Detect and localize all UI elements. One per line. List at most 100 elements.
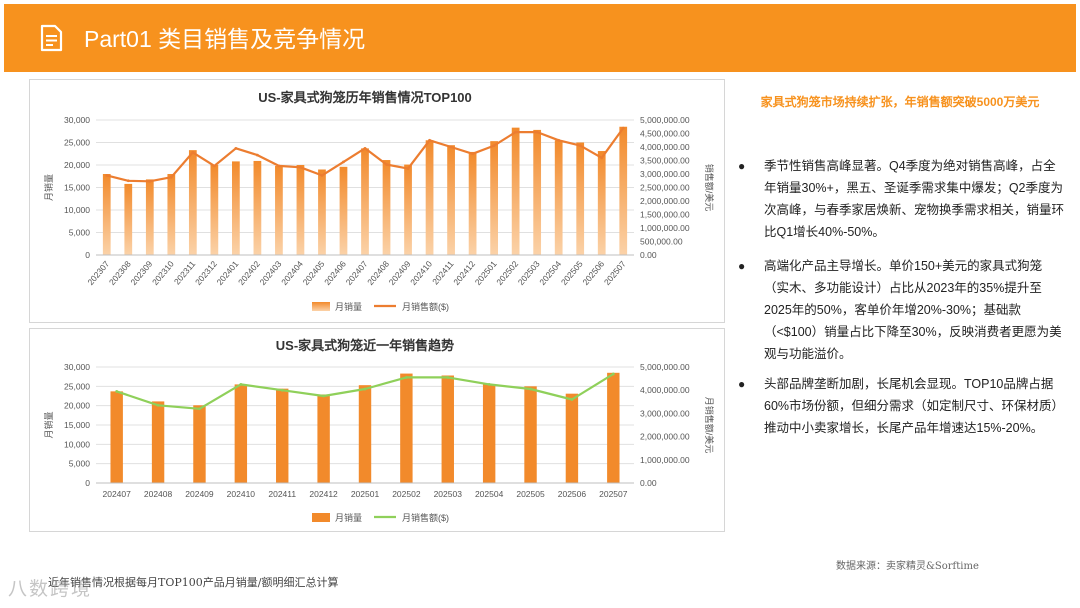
bar	[102, 174, 111, 255]
x-tick-label: 202309	[128, 259, 154, 287]
line-point	[449, 145, 453, 149]
bar	[124, 183, 133, 255]
line-point	[126, 179, 130, 183]
y-right-tick-label: 500,000.00	[640, 237, 683, 247]
bar	[533, 129, 542, 255]
chart-recent: US-家具式狗笼近一年销售趋势 0 5,000 10,000 15,000 20,000 2…	[43, 338, 715, 523]
x-tick-label: 202310	[150, 259, 176, 287]
x-tick-label: 202407	[103, 489, 132, 499]
bar	[210, 165, 219, 255]
line-point	[446, 376, 450, 379]
bar	[511, 127, 520, 255]
bullet-dot-icon: ●	[738, 159, 746, 173]
bar	[151, 401, 165, 483]
legend-bar-swatch	[312, 302, 330, 311]
y-left-tick-label: 20,000	[64, 160, 90, 170]
x-tick-label: 202307	[85, 259, 111, 287]
x-tick-label: 202409	[185, 489, 214, 499]
line-point	[406, 167, 410, 170]
x-tick-label: 202405	[301, 259, 327, 287]
x-tick-label: 202504	[537, 259, 563, 287]
bar	[188, 150, 197, 255]
legend-bar-swatch	[312, 513, 330, 522]
y-left-tick-label: 5,000	[69, 228, 91, 238]
bar	[576, 142, 585, 255]
y-left-tick-label: 0	[85, 250, 90, 260]
y-left-tick-label: 5,000	[69, 459, 91, 469]
line-point	[428, 138, 431, 142]
line-point	[169, 175, 173, 179]
legend-label: 月销量	[335, 512, 362, 523]
x-tick-label: 202409	[387, 259, 413, 287]
line-point	[514, 130, 518, 134]
y-right-tick-label: 2,000,000.00	[640, 196, 690, 206]
y-right-axis-label: 月销售额/美元	[704, 397, 715, 454]
x-tick-label: 202410	[408, 259, 434, 287]
bar	[554, 140, 563, 255]
bar	[447, 145, 455, 255]
y-left-tick-label: 20,000	[64, 401, 90, 411]
bar	[339, 166, 348, 255]
bar	[193, 405, 206, 483]
line-point	[198, 407, 201, 411]
y-right-tick-label: 4,500,000.00	[640, 129, 690, 139]
line-point	[557, 138, 561, 142]
x-tick-label: 202506	[580, 259, 606, 287]
bullet-point: ● 头部品牌垄断加剧，长尾机会显现。TOP10品牌占据60%市场份额，但细分需求…	[738, 373, 1064, 439]
x-tick-label: 202308	[107, 259, 133, 287]
line-point	[487, 383, 491, 386]
y-left-tick-label: 10,000	[64, 439, 90, 449]
x-tick-label: 202402	[236, 259, 262, 287]
x-tick-label: 202410	[227, 489, 256, 499]
bar	[276, 388, 289, 483]
y-right-tick-label: 1,000,000.00	[640, 455, 690, 465]
line-point	[256, 153, 259, 157]
chart-title: US-家具式狗笼近一年销售趋势	[276, 338, 454, 353]
footnote: 近年销售情况根据每月TOP100产品月销量/额明细汇总计算	[48, 576, 339, 589]
y-right-tick-label: 2,500,000.00	[640, 183, 690, 193]
line-point	[600, 156, 604, 160]
bar	[468, 151, 477, 255]
chart-title: US-家具式狗笼历年销售情况TOP100	[258, 90, 472, 105]
bullet-dot-icon: ●	[738, 377, 746, 391]
y-left-tick-label: 10,000	[64, 205, 90, 215]
x-tick-label: 202505	[559, 259, 585, 287]
line-point	[385, 163, 388, 166]
line-point	[529, 387, 532, 391]
y-right-tick-label: 3,000,000.00	[640, 408, 690, 418]
y-left-tick-label: 25,000	[64, 138, 90, 148]
line-point	[234, 146, 238, 150]
y-left-tick-label: 15,000	[64, 183, 90, 193]
bar	[110, 391, 123, 483]
y-left-axis-label: 月销量	[43, 411, 54, 438]
y-left-axis-label: 月销量	[43, 174, 54, 201]
x-tick-label: 202506	[558, 489, 587, 499]
x-tick-label: 202503	[434, 489, 463, 499]
x-tick-label: 202501	[351, 489, 380, 499]
bar	[524, 386, 537, 483]
bullet-text: 高端化产品主导增长。单价150+美元的家具式狗笼（实木、多功能设计）占比从202…	[764, 259, 1062, 361]
y-left-tick-label: 25,000	[64, 381, 90, 391]
y-right-tick-label: 3,500,000.00	[640, 156, 690, 166]
bar	[145, 179, 154, 255]
bar	[425, 140, 434, 255]
bar	[361, 148, 369, 255]
y-right-tick-label: 4,000,000.00	[640, 385, 690, 395]
line-point	[239, 383, 243, 386]
line-point	[471, 152, 474, 156]
line-point	[578, 144, 582, 148]
panel-headline: 家具式狗笼市场持续扩张，年销售额突破5000万美元	[760, 95, 1040, 109]
line-point	[621, 126, 625, 130]
line-point	[322, 394, 326, 398]
bar	[400, 373, 413, 483]
bar	[234, 384, 248, 483]
x-tick-label: 202408	[365, 259, 391, 287]
line-point	[342, 160, 345, 164]
y-right-tick-label: 0.00	[640, 478, 657, 488]
x-tick-label: 202502	[392, 489, 421, 499]
x-tick-label: 202312	[193, 259, 219, 287]
bar	[318, 169, 326, 255]
y-right-tick-label: 2,000,000.00	[640, 432, 690, 442]
x-tick-label: 202407	[344, 259, 370, 287]
line-point	[156, 403, 160, 407]
